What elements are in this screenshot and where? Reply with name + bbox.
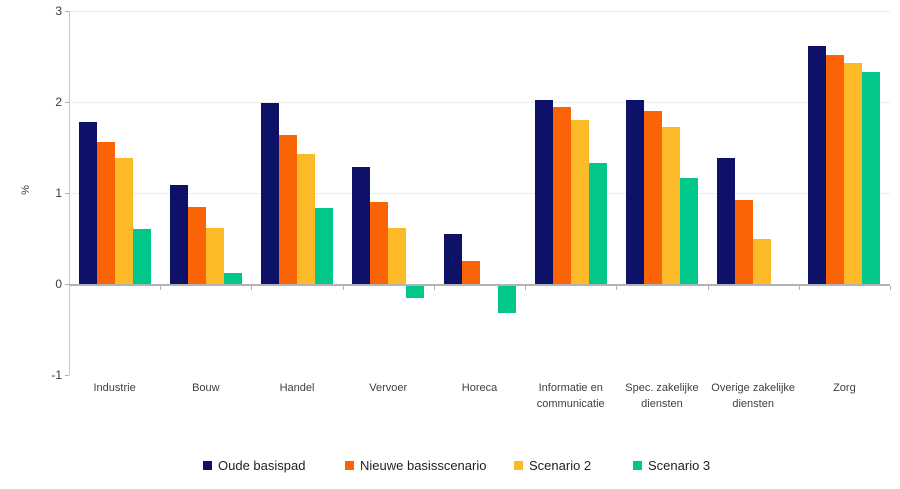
legend-label: Scenario 2 <box>529 458 592 473</box>
x-axis-tick <box>616 286 618 290</box>
y-axis-tick <box>65 102 69 103</box>
x-axis-category-label: Zorg <box>833 382 856 394</box>
bar <box>132 229 151 284</box>
bar <box>661 127 680 284</box>
bar <box>352 166 371 284</box>
x-axis-tick <box>798 286 800 290</box>
x-axis-tick <box>342 286 344 290</box>
legend-label: Oude basispad <box>218 458 306 473</box>
x-axis-category-label: Bouw <box>192 382 220 394</box>
y-axis-tick-label: 1 <box>55 186 62 200</box>
bar <box>461 261 480 284</box>
y-axis-tick <box>65 193 69 194</box>
bar <box>261 102 280 284</box>
bar <box>844 62 863 284</box>
x-axis-tick <box>890 286 891 290</box>
bar <box>223 273 242 284</box>
bar <box>643 111 662 284</box>
legend-swatch <box>514 461 523 470</box>
bar <box>753 238 772 284</box>
x-axis-tick <box>160 286 162 290</box>
y-axis-tick-label: -1 <box>51 368 62 382</box>
y-axis-tick-label: 3 <box>55 4 62 18</box>
bar <box>497 286 516 314</box>
x-axis-category-label: Overige zakelijke diensten <box>711 382 796 410</box>
y-axis-tick <box>65 11 69 12</box>
legend-label: Scenario 3 <box>648 458 711 473</box>
bar <box>406 286 425 298</box>
x-axis-tick <box>251 286 253 290</box>
bar <box>534 100 553 284</box>
legend-swatch <box>203 461 212 470</box>
bar <box>862 71 881 284</box>
x-axis-category-label: Vervoer <box>369 382 408 394</box>
y-axis-line <box>69 11 70 375</box>
bar <box>370 202 389 284</box>
y-axis-tick <box>65 375 69 376</box>
x-axis-line <box>69 284 890 286</box>
legend-item: Oude basispad <box>203 458 305 473</box>
bar <box>388 227 407 284</box>
x-axis-tick <box>707 286 709 290</box>
bar <box>588 162 607 284</box>
gridline <box>69 11 890 12</box>
x-axis-category-label: Handel <box>279 382 315 394</box>
gridline <box>69 193 890 194</box>
bar <box>570 120 589 284</box>
bar <box>114 158 133 284</box>
x-axis-category-label: Spec. zakelijke diensten <box>625 382 699 410</box>
y-axis-tick-label: 2 <box>55 95 62 109</box>
gridline <box>69 102 890 103</box>
bar <box>205 227 224 284</box>
legend-swatch <box>345 461 354 470</box>
bar <box>187 206 206 284</box>
legend-swatch <box>633 461 642 470</box>
x-axis-category-label: Informatie en communicatie <box>536 382 605 410</box>
legend-item: Nieuwe basisscenario <box>345 458 486 473</box>
bar <box>297 153 316 284</box>
bar <box>717 157 736 284</box>
y-axis-title: % <box>19 185 32 195</box>
bar <box>552 107 571 284</box>
bar <box>625 100 644 284</box>
bar <box>826 54 845 284</box>
legend-item: Scenario 3 <box>633 458 710 473</box>
bar <box>96 142 115 284</box>
y-axis-tick <box>65 284 69 285</box>
x-axis-tick <box>525 286 527 290</box>
bar <box>279 134 298 284</box>
bar <box>808 45 827 284</box>
x-axis-tick <box>433 286 435 290</box>
bar <box>78 122 97 284</box>
bar <box>735 200 754 284</box>
y-axis-tick-label: 0 <box>55 277 62 291</box>
x-axis-category-label: Horeca <box>461 382 498 394</box>
legend-item: Scenario 2 <box>514 458 591 473</box>
legend-label: Nieuwe basisscenario <box>360 458 487 473</box>
bar <box>315 208 334 284</box>
bar <box>443 233 462 284</box>
bar <box>679 177 698 284</box>
x-axis-category-label: Industrie <box>93 382 136 394</box>
bar <box>169 184 188 284</box>
